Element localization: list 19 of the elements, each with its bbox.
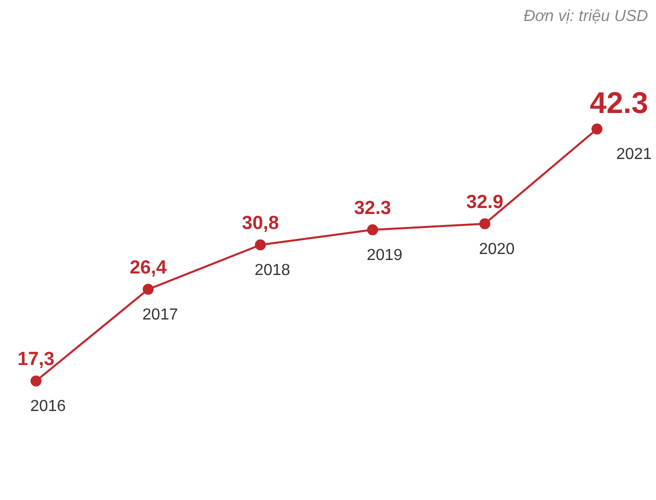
x-tick-label: 2016 — [30, 398, 66, 415]
data-label: 30,8 — [242, 212, 279, 234]
x-tick-label: 2020 — [479, 240, 515, 258]
point — [592, 124, 602, 134]
data-label: 42.3 — [590, 87, 648, 120]
point — [142, 284, 154, 295]
x-tick-label: 2017 — [142, 306, 178, 324]
point — [367, 224, 378, 236]
data-label: 26,4 — [130, 257, 168, 278]
x-tick-label: 2018 — [254, 262, 290, 279]
point — [254, 239, 266, 250]
data-label: 17,3 — [18, 349, 54, 370]
x-tick-label: 2019 — [366, 246, 402, 264]
text: Đơn vị: triệu USD — [524, 8, 648, 26]
data-label: 32.9 — [466, 192, 504, 213]
point — [479, 218, 490, 230]
point — [30, 376, 42, 386]
data-label: 32.3 — [354, 198, 392, 219]
x-tick-label: 2021 — [616, 146, 652, 163]
